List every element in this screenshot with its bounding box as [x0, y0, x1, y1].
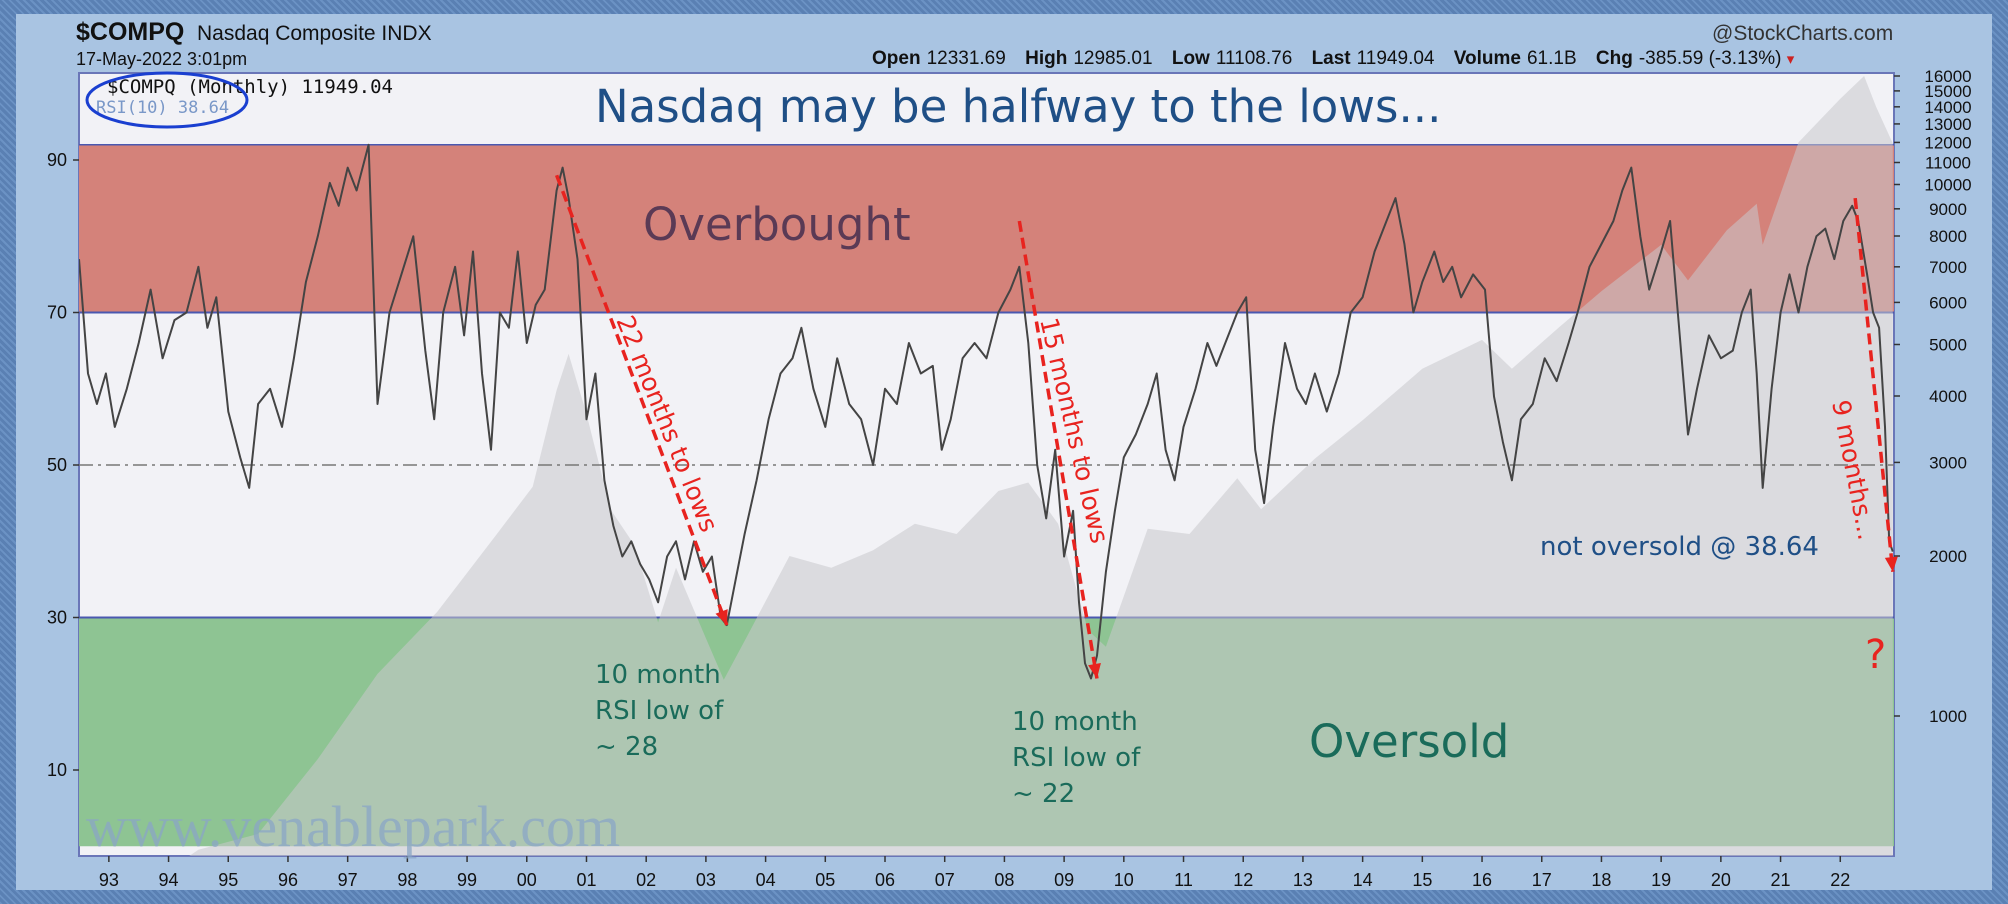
x-tick-label: 07 [935, 870, 955, 890]
x-tick-label: 10 [1114, 870, 1134, 890]
arrowhead-icon [715, 609, 728, 626]
x-tick-label: 94 [159, 870, 179, 890]
x-tick-label: 99 [457, 870, 477, 890]
right-tick-label: 1000 [1929, 707, 1967, 726]
right-tick-label: 11000 [1925, 153, 1971, 172]
right-tick-label: 10000 [1924, 175, 1971, 194]
x-tick-label: 01 [576, 870, 596, 890]
last-label: Last [1311, 48, 1351, 69]
legend-box [80, 75, 432, 121]
price-area [79, 76, 1893, 856]
rsi-line [79, 143, 1894, 680]
right-tick-label: 3000 [1929, 453, 1967, 472]
left-tick-label: 10 [47, 760, 67, 780]
right-tick-label: 5000 [1929, 335, 1967, 354]
right-tick-label: 8000 [1929, 227, 1967, 246]
low2-line2: RSI low of [1012, 743, 1141, 773]
low2-line1: 10 month [1012, 707, 1138, 737]
question-mark: ? [1865, 632, 1886, 678]
low1-line3: ~ 28 [595, 732, 658, 762]
x-tick-label: 08 [994, 870, 1014, 890]
low-label: Low [1171, 48, 1210, 69]
x-tick-label: 21 [1771, 870, 1791, 890]
x-tick-label: 00 [517, 870, 537, 890]
symbol-label: $COMPQ [76, 18, 185, 46]
x-tick-label: 15 [1412, 870, 1432, 890]
oversold-label: Oversold [1309, 715, 1509, 768]
low1-line2: RSI low of [595, 696, 724, 726]
legend-price-line: $COMPQ (Monthly) 11949.04 [107, 76, 393, 98]
x-tick-label: 02 [636, 870, 656, 890]
right-tick-label: 12000 [1924, 133, 1971, 152]
x-tick-label: 09 [1054, 870, 1074, 890]
right-tick-label: 14000 [1924, 98, 1971, 117]
x-tick-label: 06 [875, 870, 895, 890]
low1-line1: 10 month [595, 660, 721, 690]
x-tick-label: 20 [1711, 870, 1731, 890]
arrowhead-icon [1884, 556, 1898, 572]
right-tick-label: 9000 [1929, 200, 1967, 219]
x-tick-label: 18 [1591, 870, 1611, 890]
arrowhead-icon [1088, 663, 1101, 679]
high-value: 12985.01 [1073, 48, 1153, 69]
x-tick-label: 13 [1293, 870, 1313, 890]
x-tick-label: 97 [338, 870, 358, 890]
left-tick-label: 30 [47, 608, 67, 628]
last-value: 11949.04 [1356, 48, 1435, 69]
high-label: High [1025, 48, 1068, 69]
not-oversold-label: not oversold @ 38.64 [1540, 532, 1819, 562]
right-tick-label: 2000 [1929, 547, 1967, 566]
low2-line3: ~ 22 [1012, 779, 1075, 809]
left-tick-label: 70 [47, 303, 67, 323]
right-tick-label: 6000 [1929, 293, 1967, 312]
x-tick-label: 16 [1472, 870, 1492, 890]
brand-label: @StockCharts.com [1712, 22, 1894, 45]
volume-value: 61.1B [1526, 48, 1577, 69]
right-tick-label: 7000 [1929, 258, 1967, 277]
x-tick-label: 98 [397, 870, 417, 890]
x-tick-label: 12 [1233, 870, 1253, 890]
legend-highlight-circle [85, 71, 249, 129]
x-tick-label: 03 [696, 870, 716, 890]
overbought-band [79, 144, 1894, 313]
x-tick-label: 14 [1353, 870, 1373, 890]
x-tick-label: 04 [756, 870, 776, 890]
overbought-label: Overbought [643, 198, 911, 251]
right-tick-label: 15000 [1924, 82, 1971, 101]
trend-arrow-1 [554, 174, 729, 626]
chart-title: Nasdaq may be halfway to the lows... [595, 80, 1441, 133]
x-tick-label: 93 [99, 870, 119, 890]
x-tick-label: 11 [1174, 870, 1193, 890]
trend-arrow-3 [1853, 197, 1895, 572]
open-value: 12331.69 [926, 48, 1006, 69]
x-tick-label: 96 [278, 870, 298, 890]
date-label: 17-May-2022 3:01pm [76, 49, 248, 69]
legend-rsi-line: RSI(10) 38.64 [96, 98, 229, 118]
open-label: Open [872, 48, 921, 69]
right-tick-label: 16000 [1924, 67, 1971, 86]
low-value: 11108.76 [1215, 48, 1293, 69]
down-arrow-icon: ▾ [1786, 51, 1795, 68]
left-tick-label: 90 [47, 150, 67, 170]
x-tick-label: 05 [815, 870, 835, 890]
chg-value: -385.59 (-3.13%) [1638, 48, 1782, 69]
ohlc-readout: Open 12331.69 High 12985.01 Low 11108.76 La… [872, 48, 1794, 70]
chg-label: Chg [1595, 48, 1633, 69]
x-tick-label: 95 [218, 870, 238, 890]
volume-label: Volume [1453, 48, 1521, 69]
symbol-name: Nasdaq Composite INDX [197, 22, 432, 45]
right-tick-label: 4000 [1929, 387, 1967, 406]
watermark: www.venablepark.com [86, 794, 620, 859]
x-tick-label: 19 [1651, 870, 1671, 890]
trend-arrow-2 [1017, 220, 1099, 679]
x-tick-label: 22 [1830, 870, 1850, 890]
right-tick-label: 13000 [1924, 115, 1971, 134]
x-tick-label: 17 [1532, 870, 1552, 890]
left-tick-label: 50 [47, 455, 67, 475]
